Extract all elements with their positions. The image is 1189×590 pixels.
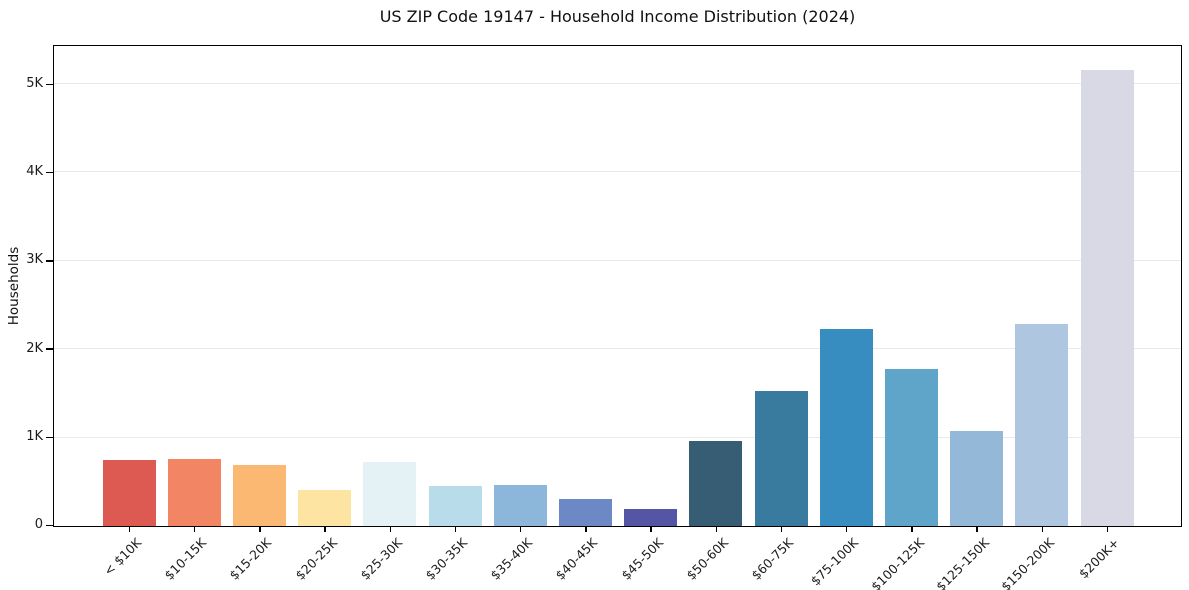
y-tick-label: 1K (26, 428, 43, 444)
bar-$150-200K (1015, 324, 1069, 526)
y-tick-label: 2K (26, 340, 43, 356)
bar-$35-40K (493, 485, 547, 526)
x-tick-mark (715, 527, 717, 532)
gridline (54, 259, 1181, 261)
x-tick-mark (1041, 527, 1043, 532)
bar-$200K+ (1080, 69, 1134, 526)
gridline (54, 83, 1181, 85)
bar-$100-125K (884, 369, 938, 526)
y-tick-mark (46, 171, 53, 174)
y-tick-mark (46, 524, 53, 527)
x-tick-mark (128, 527, 131, 532)
x-tick-mark (911, 527, 913, 532)
y-tick-mark (46, 83, 53, 86)
chart-title: US ZIP Code 19147 - Household Income Dis… (379, 7, 856, 26)
y-tick-label: 4K (26, 164, 43, 180)
x-tick-mark (780, 527, 783, 532)
bar-$15-20K (232, 465, 286, 526)
y-tick-label: 5K (26, 75, 43, 91)
bar-< $10K (102, 460, 156, 526)
bar-$60-75K (754, 390, 808, 526)
bar-$50-60K (689, 440, 743, 526)
gridline (54, 436, 1181, 438)
bar-$75-100K (819, 329, 873, 526)
x-tick-mark (520, 527, 522, 532)
y-tick-mark (46, 260, 53, 262)
x-tick-mark (650, 527, 652, 532)
bar-$40-45K (558, 499, 612, 526)
x-tick-mark (1106, 527, 1109, 532)
plot-area (53, 45, 1182, 527)
y-tick-mark (46, 348, 53, 350)
y-tick-mark (46, 436, 53, 438)
x-tick-mark (324, 527, 326, 532)
bar-$25-30K (363, 462, 417, 526)
gridline (54, 171, 1181, 173)
x-tick-mark (585, 527, 587, 532)
x-tick-mark (259, 527, 261, 532)
y-tick-label: 0 (34, 517, 43, 532)
x-tick-mark (389, 527, 391, 532)
x-tick-mark (976, 527, 978, 532)
bar-$30-35K (428, 486, 482, 526)
bar-$10-15K (167, 458, 221, 526)
y-tick-label: 3K (26, 252, 43, 268)
x-tick-mark (454, 527, 457, 532)
x-tick-mark (194, 527, 196, 532)
gridline (54, 348, 1181, 350)
bar-$125-150K (950, 430, 1004, 526)
bar-$45-50K (624, 509, 678, 526)
x-tick-mark (846, 527, 848, 532)
bar-$20-25K (298, 490, 352, 526)
